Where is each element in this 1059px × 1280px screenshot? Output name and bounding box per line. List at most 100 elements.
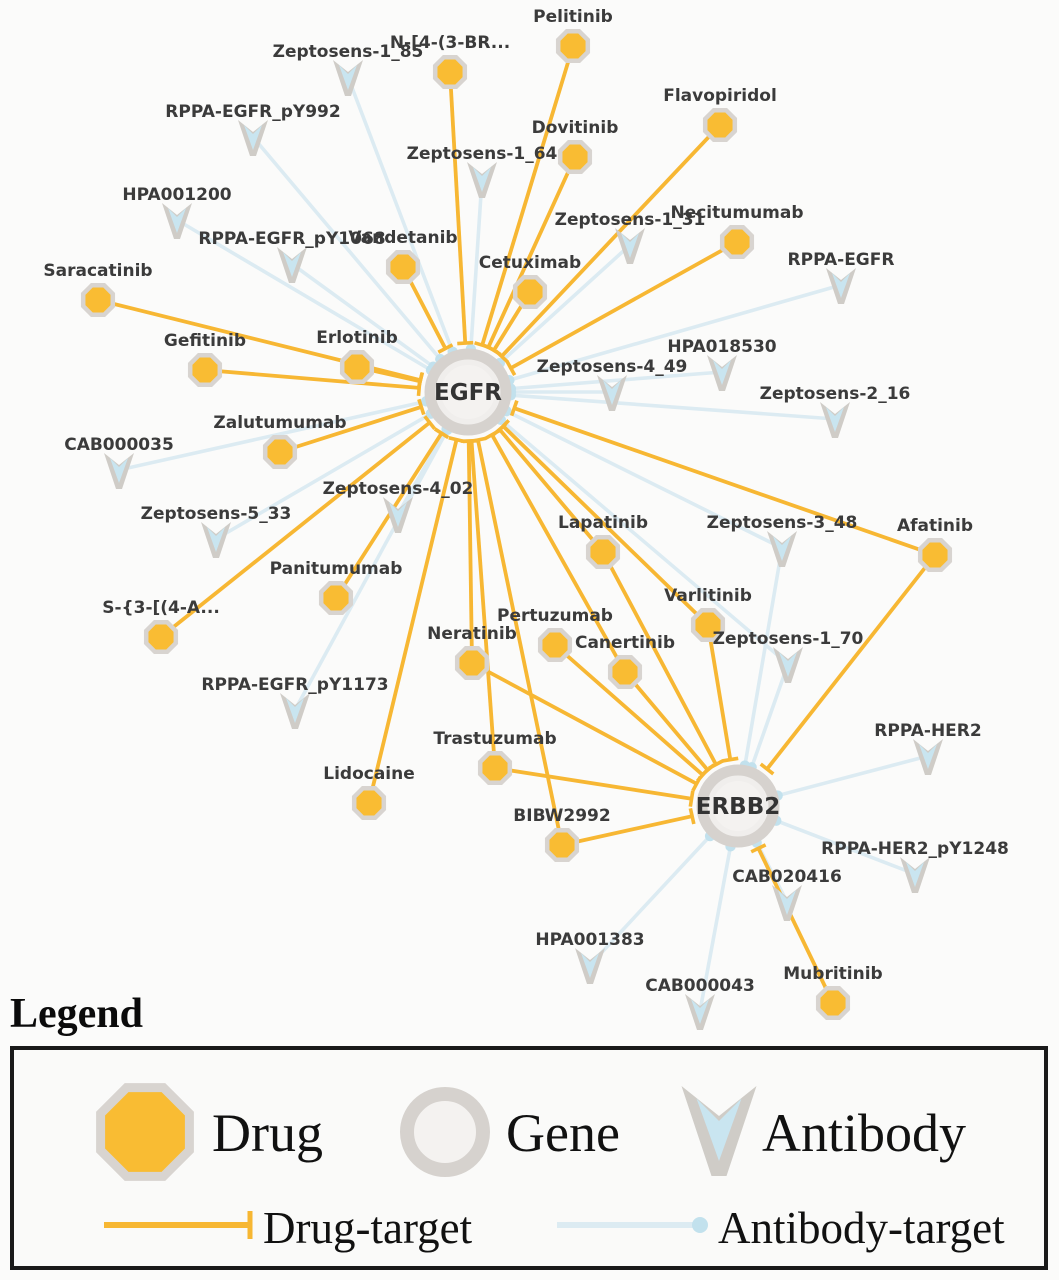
antibody-label-zeptosens-1-70: Zeptosens-1_70	[713, 629, 864, 649]
chevron-fill	[207, 527, 225, 552]
edge-endpoint-tee	[496, 419, 511, 434]
edge-endpoint-tee	[688, 790, 695, 807]
edge-endpoint-tee	[700, 763, 715, 777]
antibody-label-zeptosens-1-64: Zeptosens-1_64	[407, 144, 558, 164]
drug-node-lidocaine	[351, 785, 387, 821]
edge-endpoint-tee	[688, 807, 696, 825]
antibody-target-edge	[510, 393, 836, 421]
drug-label-necitumumab: Necitumumab	[670, 203, 803, 223]
drug-target-edge	[469, 440, 497, 769]
drug-label-flavopiridol: Flavopiridol	[663, 86, 777, 106]
drug-label-zalutumumab: Zalutumumab	[213, 413, 346, 433]
drug-target-edge	[498, 428, 605, 554]
legend-antibody-target-label: Antibody-target	[718, 1203, 1005, 1253]
chevron-fill	[832, 273, 850, 298]
drug-label-panitumumab: Panitumumab	[270, 559, 403, 579]
drug-target-edge	[334, 432, 444, 600]
drug-target-edge	[466, 440, 474, 664]
drug-label-canertinib: Canertinib	[575, 633, 675, 653]
drug-label-saracatinib: Saracatinib	[43, 261, 152, 281]
antibody-label-zeptosens-1-85: Zeptosens-1_85	[273, 42, 424, 62]
chevron-fill	[621, 233, 639, 258]
drug-node-zalutumumab	[262, 434, 298, 470]
gene-label-egfr: EGFR	[434, 380, 502, 406]
drug-target-edge	[279, 405, 422, 454]
legend-antibody-icon	[681, 1086, 757, 1176]
drug-label-lapatinib: Lapatinib	[558, 513, 648, 533]
chevron-fill	[286, 698, 304, 723]
drug-label-cetuximab: Cetuximab	[479, 253, 581, 273]
edge-endpoint-tee	[505, 360, 517, 376]
drug-target-edge	[159, 421, 431, 639]
antibody-node-rppa-her2-py1248	[900, 857, 930, 893]
edge-endpoint-tee	[417, 398, 426, 416]
antibody-label-hpa001383: HPA001383	[535, 930, 644, 950]
antibody-label-rppa-egfr-py1068: RPPA-EGFR_pY1068	[198, 229, 385, 249]
drug-target-edge	[204, 368, 420, 390]
antibody-node-hpa018530	[707, 355, 737, 391]
edge-endpoint-tee	[750, 843, 767, 854]
antibody-label-rppa-egfr: RPPA-EGFR	[788, 250, 895, 270]
antibody-target-edge	[698, 845, 733, 1012]
antibody-label-hpa001200: HPA001200	[122, 185, 231, 205]
antibody-label-cab020416: CAB020416	[732, 867, 842, 887]
chevron-fill	[906, 862, 924, 887]
antibody-node-zeptosens-1-64	[467, 162, 497, 198]
chevron-fill	[110, 458, 128, 483]
antibody-label-zeptosens-4-49: Zeptosens-4_49	[537, 357, 688, 377]
chevron-fill	[389, 502, 407, 527]
antibody-target-edge	[346, 76, 455, 353]
legend-antibody-target-line	[557, 1217, 708, 1233]
chevron-fill	[778, 890, 796, 915]
drug-node-panitumumab	[318, 580, 354, 616]
antibody-label-zeptosens-2-16: Zeptosens-2_16	[760, 384, 911, 404]
chevron-fill	[779, 652, 797, 677]
antibody-node-zeptosens-1-70	[773, 647, 803, 683]
drug-node-pelitinib	[555, 28, 591, 64]
drug-target-edge	[513, 406, 936, 557]
antibody-target-edge	[510, 370, 723, 391]
drug-target-edge	[553, 643, 704, 777]
drug-node-afatinib	[917, 537, 953, 573]
antibody-node-zeptosens-1-31	[615, 228, 645, 264]
drug-node-vandetanib	[385, 249, 421, 285]
chevron-fill	[473, 167, 491, 192]
antibody-label-cab000035: CAB000035	[64, 435, 174, 455]
antibody-target-edge	[505, 409, 783, 550]
legend-gene-label: Gene	[506, 1103, 620, 1163]
antibody-label-zeptosens-5-33: Zeptosens-5_33	[141, 504, 292, 524]
antibody-node-cab000035	[104, 453, 134, 489]
antibody-label-rppa-egfr-py992: RPPA-EGFR_pY992	[165, 102, 340, 122]
edge-endpoint-tee	[437, 343, 454, 354]
drug-node-canertinib	[607, 654, 643, 690]
edge-endpoint-tee	[469, 436, 487, 444]
antibody-node-zeptosens-2-16	[820, 402, 850, 438]
drug-label-varlitinib: Varlitinib	[664, 586, 752, 606]
antibody-node-rppa-egfr	[826, 268, 856, 304]
drug-target-edge	[490, 433, 627, 673]
antibody-label-rppa-egfr-py1173: RPPA-EGFR_pY1173	[201, 675, 388, 695]
drug-node-bibw2992	[544, 827, 580, 863]
drug-label-bibw2992: BIBW2992	[513, 806, 610, 826]
edge-endpoint-tee	[457, 340, 474, 346]
edge-endpoint-tee	[486, 344, 502, 357]
edge-endpoint-tee	[484, 429, 500, 441]
legend-gene-icon	[400, 1087, 490, 1177]
drug-label-pertuzumab: Pertuzumab	[497, 606, 613, 626]
antibody-target-edge	[251, 135, 442, 361]
drug-node-trastuzumab	[477, 750, 513, 786]
antibody-target-edge	[499, 418, 790, 666]
chevron-fill	[339, 65, 357, 90]
legend-drug-icon	[96, 1083, 194, 1181]
chevron-fill	[713, 360, 731, 385]
legend-drug-target-line	[104, 1211, 253, 1239]
antibody-node-hpa001383	[575, 948, 605, 984]
drug-target-edge	[448, 71, 468, 344]
edge-endpoint-tee	[691, 775, 702, 792]
antibody-node-zeptosens-4-02	[383, 497, 413, 533]
chevron-fill	[919, 744, 937, 769]
antibody-node-rppa-egfr-py992	[238, 120, 268, 156]
antibody-label-zeptosens-1-31: Zeptosens-1_31	[555, 210, 706, 230]
